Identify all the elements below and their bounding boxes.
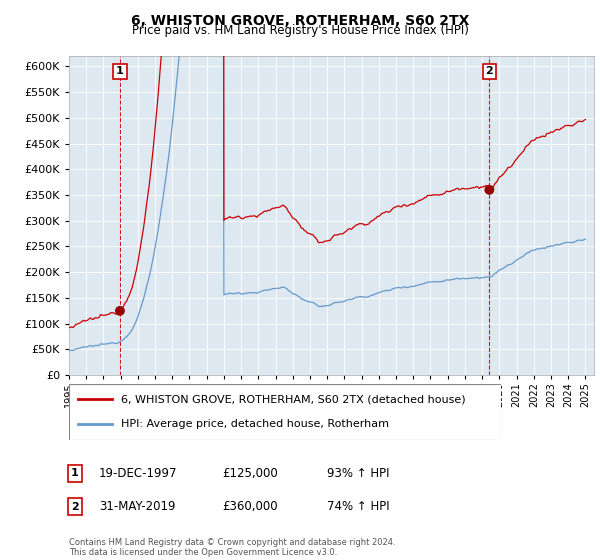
Point xyxy=(115,306,125,315)
Text: 1: 1 xyxy=(71,468,79,478)
Text: 6, WHISTON GROVE, ROTHERHAM, S60 2TX (detached house): 6, WHISTON GROVE, ROTHERHAM, S60 2TX (de… xyxy=(121,394,466,404)
Text: Price paid vs. HM Land Registry's House Price Index (HPI): Price paid vs. HM Land Registry's House … xyxy=(131,24,469,37)
Text: Contains HM Land Registry data © Crown copyright and database right 2024.
This d: Contains HM Land Registry data © Crown c… xyxy=(69,538,395,557)
Text: 2: 2 xyxy=(71,502,79,512)
Text: 74% ↑ HPI: 74% ↑ HPI xyxy=(327,500,389,514)
Text: 6, WHISTON GROVE, ROTHERHAM, S60 2TX: 6, WHISTON GROVE, ROTHERHAM, S60 2TX xyxy=(131,14,469,28)
Point xyxy=(485,185,494,194)
Text: 2: 2 xyxy=(485,67,493,77)
FancyBboxPatch shape xyxy=(69,384,501,440)
Text: £360,000: £360,000 xyxy=(222,500,278,514)
Text: £125,000: £125,000 xyxy=(222,466,278,480)
Text: 19-DEC-1997: 19-DEC-1997 xyxy=(99,466,178,480)
Text: HPI: Average price, detached house, Rotherham: HPI: Average price, detached house, Roth… xyxy=(121,419,389,429)
Text: 31-MAY-2019: 31-MAY-2019 xyxy=(99,500,176,514)
Text: 93% ↑ HPI: 93% ↑ HPI xyxy=(327,466,389,480)
Text: 1: 1 xyxy=(116,67,124,77)
